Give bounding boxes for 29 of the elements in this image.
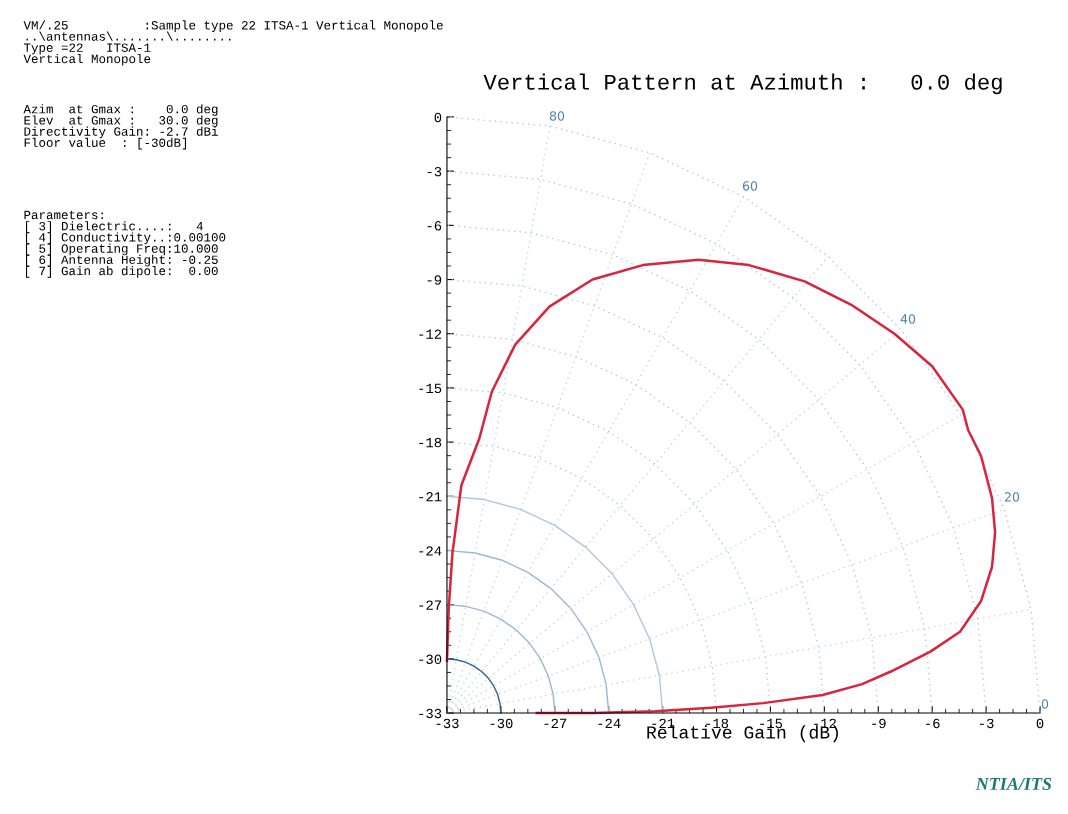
text: NTIA/ITS [975,777,1052,790]
annotation: 80 [549,111,565,121]
y-tick-label: -6 [427,221,442,231]
y-tick-label: -12 [419,329,442,339]
x-tick-label: -9 [872,718,886,729]
y-tick-label: -27 [419,600,442,610]
y-tick-label: -30 [419,654,442,665]
x-tick-label: -24 [598,718,621,728]
x-tick-label: -27 [544,718,567,728]
annotation: 60 [742,181,758,191]
y-tick-label: -24 [419,546,442,556]
text: Azim at Gmax : 0.0 deg Elev at Gmax : 30.0 deg Directivity Gain: -2.7 dBi Floor value : [-30dB] [23,104,218,150]
y-tick-label: -21 [419,492,442,502]
text: VM/.25 :Sample type 22 ITSA-1 Vertical Monopole ..\antennas\.......\........ Type =22 ITSA-1 Vertical Monopole [23,20,443,66]
x-tick-label: -6 [926,718,940,729]
y-tick-label: -9 [427,275,442,285]
annotation: 20 [1004,492,1020,502]
x-tick-label: -30 [490,718,513,729]
y-tick-label: -33 [419,708,442,719]
x-tick-label: 0 [1036,718,1044,729]
y-tick-label: -3 [427,166,442,177]
annotation: 40 [900,314,916,324]
chart-title: Vertical Pattern at Azimuth : 0.0 deg [483,73,1002,95]
y-tick-label: -18 [419,437,442,448]
x-tick-label: -33 [436,718,459,729]
y-tick-label: -15 [419,383,442,394]
x-tick-label: -3 [980,718,994,729]
y-tick-label: 0 [434,112,442,123]
text: 0 [1041,699,1049,709]
